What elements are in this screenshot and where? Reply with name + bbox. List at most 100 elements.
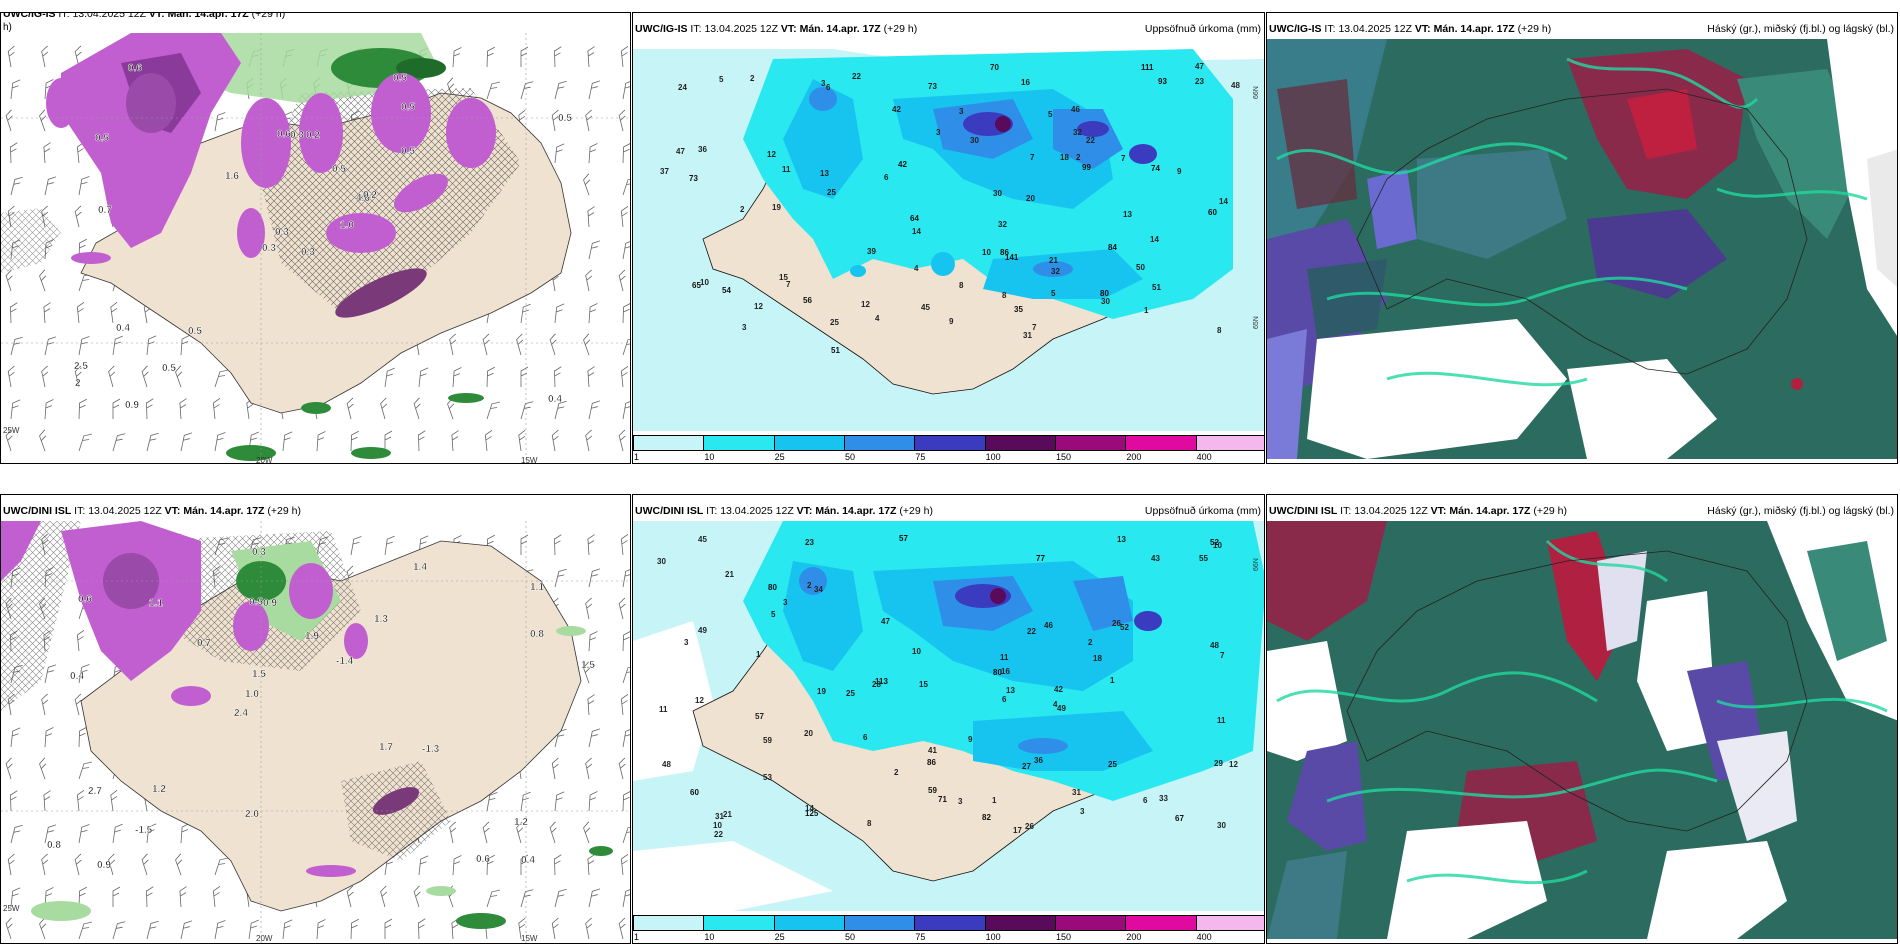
temp-value: 0.2 <box>306 130 320 141</box>
precip-value: 10 <box>912 647 921 656</box>
wind-barb <box>39 429 47 452</box>
lat-label: 66N <box>1253 86 1260 99</box>
vt-label: VT: <box>780 23 797 35</box>
temp-value: 0.3 <box>252 547 266 558</box>
panel-header: UWC/IG-IS IT: 13.04.2025 12Z VT: Mán. 14… <box>1 12 630 23</box>
precip-value: 73 <box>689 174 698 183</box>
temp-value: 0.8 <box>47 840 61 851</box>
colorbar-swatch <box>1055 915 1127 931</box>
temp-value: -1.4 <box>336 656 354 667</box>
wind-barb <box>78 921 92 940</box>
wind-barb <box>622 825 630 844</box>
lat-label: 65N <box>1253 316 1260 329</box>
precip-value: 32 <box>1073 128 1082 137</box>
wind-barb <box>413 397 421 420</box>
precip-value: 3 <box>959 107 964 116</box>
precip-value: 7 <box>786 280 791 289</box>
precip-value: 52 <box>1210 538 1219 547</box>
wind-barb <box>622 568 630 588</box>
precip-value: 14 <box>912 227 921 236</box>
colorbar-swatch <box>844 915 916 931</box>
colorbar-tick: 150 <box>1056 452 1072 462</box>
temp-value: 1.7 <box>379 742 393 753</box>
precip-value: 55 <box>1199 554 1208 563</box>
precip-value: 30 <box>657 557 666 566</box>
precip-value: 57 <box>899 534 908 543</box>
it-label: IT: <box>1324 23 1336 35</box>
precip-value: 84 <box>1108 243 1117 252</box>
wind-barb <box>551 917 559 940</box>
init-time: 13.04.2025 12Z <box>88 505 162 517</box>
precip-value: 14 <box>1150 235 1159 244</box>
valid-time: Mán. 14.apr. 17Z <box>1433 23 1515 35</box>
wind-barb <box>112 823 123 844</box>
wind-barb <box>43 142 51 164</box>
wind-map-top: 0.3 0.5 0.3 2.5 4.6 0.5 0.5 0.2 0.5 1.0 0.6 0.4 0.7 0… <box>1 33 630 463</box>
precip-value: 12 <box>861 300 870 309</box>
wind-barb <box>486 366 495 388</box>
precip-value: 18 <box>1060 153 1069 162</box>
wind-barb <box>350 918 359 940</box>
wind-barb <box>248 919 259 940</box>
wind-barb <box>622 790 630 812</box>
wind-barb <box>43 302 51 324</box>
wind-barb <box>520 303 531 324</box>
precip-value: 74 <box>1151 164 1160 173</box>
colorbar-tick: 10 <box>704 452 715 462</box>
precip-value: 30 <box>1217 821 1226 830</box>
precip-value: 13 <box>1006 686 1015 695</box>
it-label: IT: <box>58 12 70 20</box>
wind-barb <box>588 400 601 420</box>
cloud-map-top <box>1267 39 1897 459</box>
temp-value: 0.5 <box>401 146 415 157</box>
wind-barb <box>583 173 591 196</box>
precip-value: 21 <box>723 810 732 819</box>
panel-clouds-bottom: UWC/DINI ISL IT: 13.04.2025 12Z VT: Mán.… <box>1266 494 1898 944</box>
wind-barb <box>380 397 388 420</box>
wind-barb <box>5 429 13 452</box>
temp-value: 1.9 <box>305 631 319 642</box>
precip-value: 15 <box>919 680 928 689</box>
wind-barb <box>380 885 388 908</box>
wind-barb <box>282 919 293 940</box>
precip-value: 30 <box>1101 297 1110 306</box>
precip-value: 49 <box>698 626 707 635</box>
wind-barb <box>622 177 630 196</box>
precip-value: 5 <box>1048 110 1053 119</box>
field-name: Háský (gr.), miðský (fj.bl.) og lágský (… <box>1707 23 1894 35</box>
precip-value: 42 <box>1054 685 1063 694</box>
wind-barb <box>554 303 565 324</box>
wind-barb <box>44 824 57 844</box>
valid-time: Mán. 14.apr. 17Z <box>799 23 881 35</box>
precip-value: 59 <box>928 786 937 795</box>
precip-value: 3 <box>1080 807 1085 816</box>
precip-value: 35 <box>1014 305 1023 314</box>
wind-barb <box>384 430 393 451</box>
wind-barb <box>78 176 90 196</box>
temp-value: 0.9 <box>263 598 277 609</box>
temp-value: 1.4 <box>413 562 427 573</box>
precip-value: 36 <box>1034 756 1043 765</box>
precip-value: 3 <box>742 323 747 332</box>
lead-time: (+29 h) <box>1517 23 1552 35</box>
precip-value: 45 <box>698 535 707 544</box>
precip-value: 46 <box>1044 621 1053 630</box>
precip-value: 2 <box>807 581 812 590</box>
init-time: 13.04.2025 12Z <box>720 505 794 517</box>
wind-barb <box>486 81 500 100</box>
temp-value: 0.4 <box>548 394 562 405</box>
lead-time: (+29 h) <box>899 505 933 517</box>
wind-barb <box>486 401 500 420</box>
wind-barb <box>587 534 595 556</box>
wind-barb <box>146 823 157 844</box>
wind-barb <box>587 206 595 228</box>
precip-value: 20 <box>1026 194 1035 203</box>
wind-barb <box>587 694 595 716</box>
colorbar-swatch <box>633 915 705 931</box>
precip-value: 8 <box>959 281 964 290</box>
wind-barb <box>39 109 47 132</box>
precip-value: 3 <box>783 598 788 607</box>
wind-barb <box>74 853 82 876</box>
temp-value: 1.2 <box>514 817 528 828</box>
panel-wind-top: UWC/IG-IS IT: 13.04.2025 12Z VT: Mán. 14… <box>0 12 631 464</box>
